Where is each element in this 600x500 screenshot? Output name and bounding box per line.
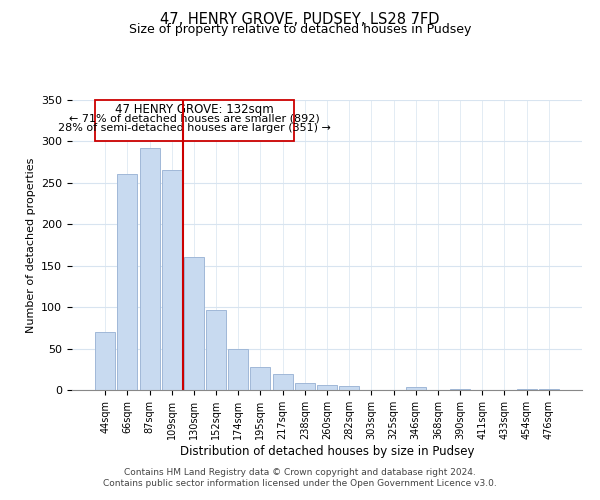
Bar [95,332,115,390]
Bar [272,374,293,390]
Bar [450,389,470,390]
Bar [206,310,226,390]
Bar [339,386,359,390]
Bar [140,148,160,390]
Bar [539,389,559,390]
Text: 47, HENRY GROVE, PUDSEY, LS28 7FD: 47, HENRY GROVE, PUDSEY, LS28 7FD [160,12,440,28]
Bar [317,385,337,390]
FancyBboxPatch shape [95,100,294,141]
Bar [162,170,182,390]
Text: Contains HM Land Registry data © Crown copyright and database right 2024.
Contai: Contains HM Land Registry data © Crown c… [103,468,497,487]
Bar [118,174,137,390]
Text: 47 HENRY GROVE: 132sqm: 47 HENRY GROVE: 132sqm [115,104,274,117]
Bar [250,367,271,390]
Bar [295,382,315,390]
X-axis label: Distribution of detached houses by size in Pudsey: Distribution of detached houses by size … [180,444,474,458]
Bar [406,386,426,390]
Bar [228,350,248,390]
Bar [517,389,536,390]
Text: 28% of semi-detached houses are larger (351) →: 28% of semi-detached houses are larger (… [58,123,331,133]
Y-axis label: Number of detached properties: Number of detached properties [26,158,35,332]
Text: Size of property relative to detached houses in Pudsey: Size of property relative to detached ho… [129,24,471,36]
Bar [184,258,204,390]
Text: ← 71% of detached houses are smaller (892): ← 71% of detached houses are smaller (89… [69,114,319,124]
